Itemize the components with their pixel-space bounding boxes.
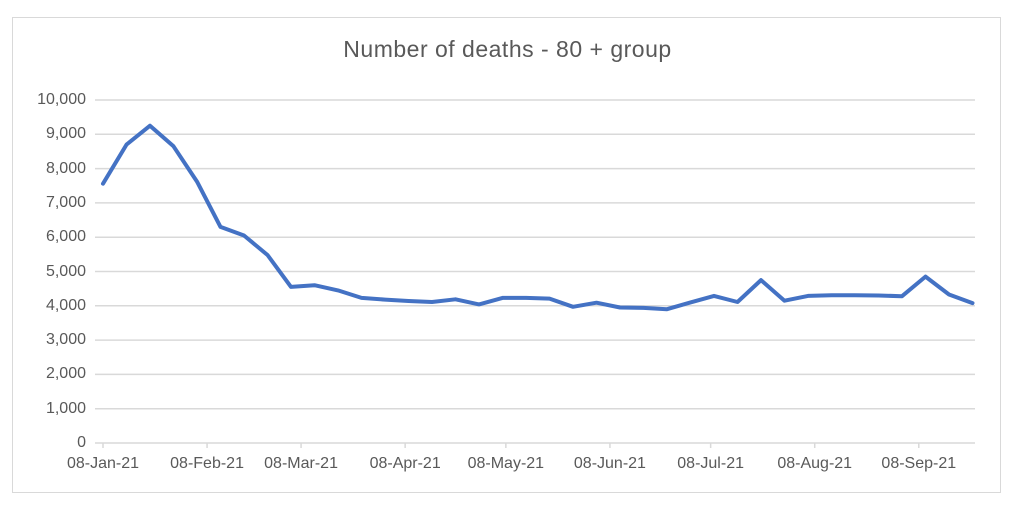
x-tick-label: 08-Jan-21 (66, 455, 140, 472)
y-tick-label: 7,000 (45, 193, 86, 211)
y-tick-label: 3,000 (45, 331, 86, 349)
y-tick-label: 5,000 (45, 262, 86, 280)
x-tick-label: 08-Jun-21 (573, 455, 646, 472)
y-tick-label: 9,000 (45, 125, 86, 143)
y-tick-label: 10,000 (37, 91, 86, 108)
x-tick-label: 08-May-21 (467, 455, 545, 472)
x-tick-label: 08-Aug-21 (777, 455, 853, 472)
chart-frame (12, 17, 1001, 493)
x-tick-label: 08-Jul-21 (677, 455, 744, 472)
y-tick-label: 2,000 (45, 365, 86, 383)
x-tick-label: 08-Sep-21 (881, 455, 957, 472)
chart-title: Number of deaths - 80 + group (343, 36, 672, 62)
y-tick-label: 0 (77, 434, 86, 451)
x-tick-label: 08-Feb-21 (170, 455, 244, 472)
x-tick-label: 08-Apr-21 (369, 455, 441, 472)
y-tick-label: 8,000 (45, 159, 86, 177)
y-tick-label: 1,000 (45, 399, 86, 417)
x-tick-label: 08-Mar-21 (264, 455, 338, 472)
data-series-line (101, 123, 975, 312)
y-tick-label: 4,000 (45, 296, 86, 314)
y-tick-label: 6,000 (45, 228, 86, 246)
